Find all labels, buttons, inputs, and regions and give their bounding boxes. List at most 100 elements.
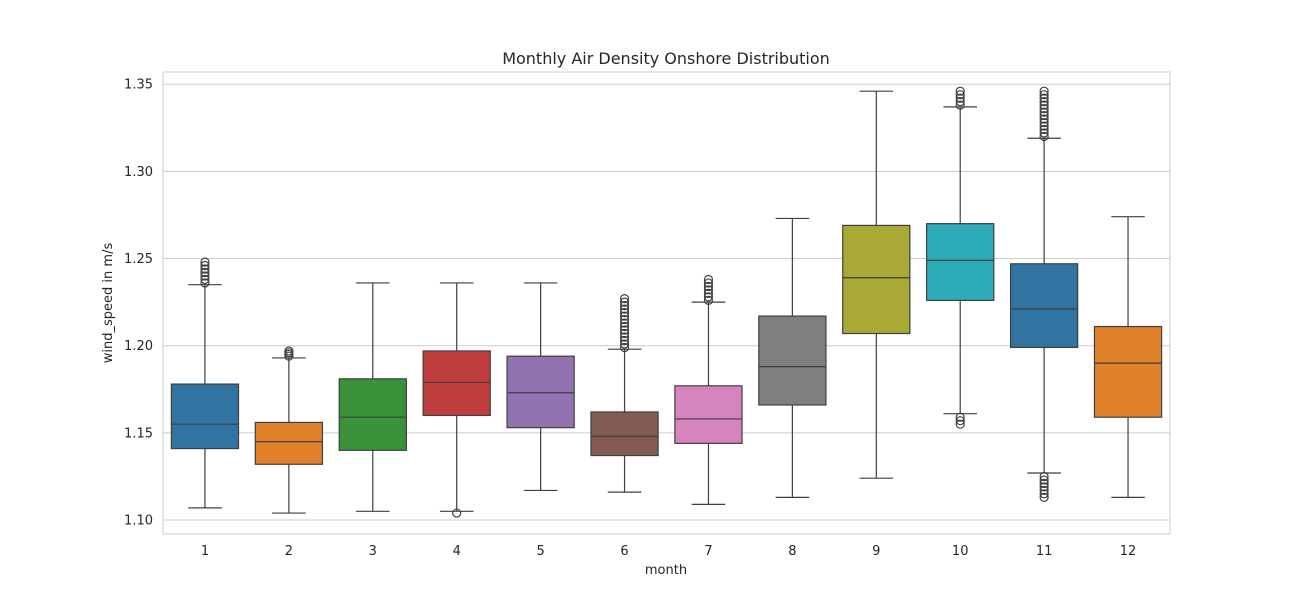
x-tick-label: 5 bbox=[536, 544, 544, 559]
x-tick-label: 10 bbox=[952, 544, 969, 559]
outlier-point bbox=[1039, 478, 1049, 489]
outlier-point bbox=[955, 419, 965, 429]
iqr-box bbox=[1009, 263, 1079, 349]
outlier-point bbox=[1039, 114, 1049, 124]
plot-frame bbox=[162, 71, 1171, 535]
outlier-point bbox=[1039, 97, 1049, 107]
outlier-point bbox=[619, 339, 630, 349]
outlier-point bbox=[955, 416, 965, 426]
iqr-box bbox=[338, 378, 407, 451]
outlier-point bbox=[200, 271, 210, 281]
x-tick-label: 9 bbox=[872, 544, 880, 559]
box-month-8 bbox=[758, 217, 827, 498]
outlier-point bbox=[619, 328, 630, 339]
outlier-point bbox=[619, 325, 630, 335]
outlier-point bbox=[1039, 86, 1049, 96]
x-axis-title: month bbox=[645, 563, 687, 578]
outlier-point bbox=[200, 264, 210, 274]
outlier-point bbox=[1039, 124, 1049, 135]
outlier-point bbox=[619, 301, 630, 311]
iqr-box bbox=[422, 350, 491, 417]
box-month-1 bbox=[170, 257, 240, 509]
y-tick-label: 1.35 bbox=[124, 78, 153, 93]
x-tick-label: 7 bbox=[704, 544, 712, 559]
box-month-11 bbox=[1009, 86, 1079, 502]
outlier-point bbox=[619, 311, 630, 321]
chart-title: Monthly Air Density Onshore Distribution bbox=[502, 49, 830, 68]
outlier-point bbox=[1039, 471, 1049, 482]
x-tick-label: 2 bbox=[285, 544, 293, 559]
box-month-9 bbox=[842, 90, 911, 479]
outlier-point bbox=[1039, 475, 1049, 485]
outlier-point bbox=[703, 274, 714, 285]
iqr-box bbox=[590, 411, 659, 457]
outlier-point bbox=[1039, 131, 1049, 142]
outlier-point bbox=[1039, 121, 1049, 131]
outlier-point bbox=[619, 335, 630, 346]
outlier-point bbox=[619, 307, 630, 318]
outlier-point bbox=[200, 278, 210, 288]
iqr-box bbox=[674, 385, 743, 444]
iqr-box bbox=[170, 383, 240, 450]
outlier-point bbox=[955, 90, 965, 100]
outlier-point bbox=[619, 332, 630, 342]
outlier-point bbox=[452, 508, 462, 518]
box-month-10 bbox=[926, 86, 995, 429]
outlier-point bbox=[703, 292, 714, 302]
box-month-2 bbox=[254, 346, 324, 514]
outlier-point bbox=[619, 304, 630, 314]
outlier-point bbox=[284, 346, 294, 356]
outlier-point bbox=[703, 288, 714, 299]
outlier-point bbox=[703, 295, 714, 305]
outlier-point bbox=[1039, 100, 1049, 110]
outlier-point bbox=[619, 314, 630, 325]
x-tick-label: 1 bbox=[201, 544, 209, 559]
outlier-point bbox=[703, 278, 714, 288]
box-month-12 bbox=[1093, 216, 1163, 498]
box-month-6 bbox=[590, 294, 659, 493]
outlier-point bbox=[1039, 485, 1049, 496]
outlier-point bbox=[1039, 107, 1049, 117]
outlier-point bbox=[200, 257, 210, 267]
outlier-point bbox=[1039, 489, 1049, 499]
box-month-4 bbox=[422, 282, 491, 518]
iqr-box bbox=[506, 355, 575, 429]
outlier-point bbox=[703, 285, 714, 295]
x-tick-label: 8 bbox=[788, 544, 796, 559]
y-tick-labels: 1.10 1.15 1.20 1.25 1.30 1.35 bbox=[124, 78, 153, 529]
outlier-point bbox=[619, 321, 630, 332]
outlier-point bbox=[619, 342, 630, 353]
outlier-point bbox=[955, 412, 965, 422]
outlier-point bbox=[200, 267, 210, 278]
box-month-7 bbox=[674, 274, 743, 505]
y-tick-label: 1.20 bbox=[124, 339, 153, 354]
x-tick-label: 4 bbox=[453, 544, 461, 559]
outlier-point bbox=[1039, 93, 1049, 103]
outlier-point bbox=[1039, 492, 1049, 502]
outlier-point bbox=[1039, 117, 1049, 128]
y-tick-label: 1.30 bbox=[124, 165, 153, 180]
outlier-point bbox=[1039, 128, 1049, 138]
iqr-box bbox=[926, 223, 995, 301]
outlier-point bbox=[1039, 482, 1049, 492]
x-tick-label: 6 bbox=[620, 544, 628, 559]
outlier-point bbox=[955, 97, 965, 107]
y-tick-label: 1.10 bbox=[124, 514, 153, 529]
outlier-point bbox=[955, 86, 965, 96]
iqr-box bbox=[254, 421, 324, 465]
outlier-point bbox=[1039, 104, 1049, 114]
grid-lines bbox=[163, 83, 1170, 521]
box-month-5 bbox=[506, 282, 575, 492]
outlier-point bbox=[619, 297, 630, 307]
x-tick-label: 11 bbox=[1036, 544, 1053, 559]
boxes-group bbox=[170, 86, 1163, 518]
y-tick-label: 1.25 bbox=[124, 252, 153, 267]
iqr-box bbox=[758, 315, 827, 406]
iqr-box bbox=[842, 224, 911, 335]
outlier-point bbox=[1039, 90, 1049, 100]
box-month-3 bbox=[338, 282, 407, 512]
outlier-point bbox=[1039, 110, 1049, 121]
outlier-point bbox=[200, 260, 210, 271]
x-tick-label: 3 bbox=[369, 544, 377, 559]
